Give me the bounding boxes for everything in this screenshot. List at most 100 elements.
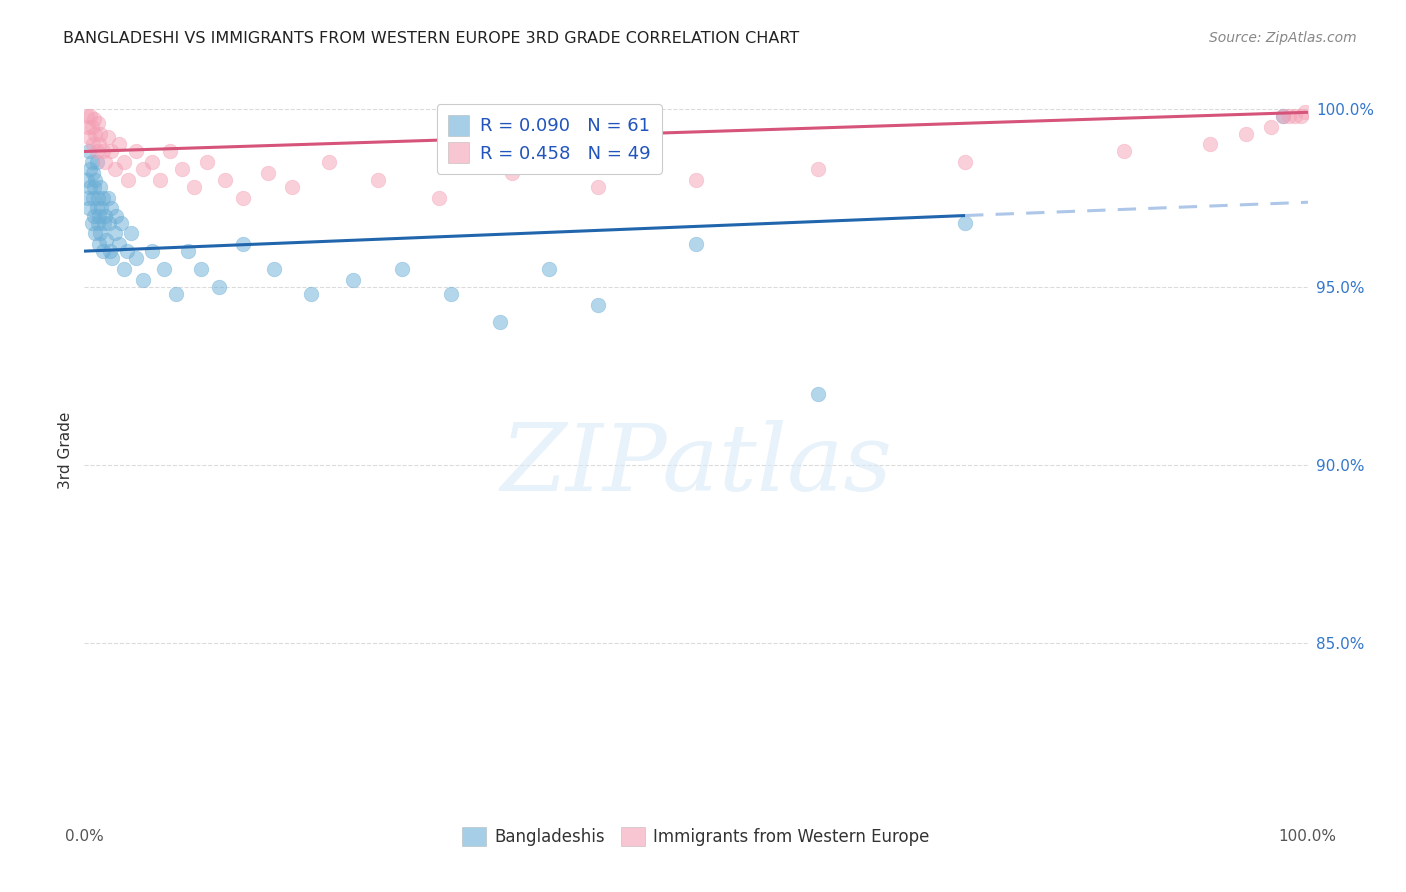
Point [141, 155, 163, 169]
Point [91, 145, 114, 159]
Point [91, 244, 114, 259]
Point [86, 202, 108, 216]
Point [87, 137, 110, 152]
Point [83, 209, 105, 223]
Point [107, 237, 129, 252]
Point [125, 252, 148, 266]
Point [183, 180, 205, 194]
Point [110, 216, 132, 230]
Point [1291, 109, 1313, 123]
Point [1236, 127, 1258, 141]
Point [80, 216, 103, 230]
Point [232, 237, 254, 252]
Point [953, 216, 976, 230]
Text: ZIPatlas: ZIPatlas [501, 420, 891, 510]
Point [79, 180, 101, 194]
Point [685, 237, 707, 252]
Point [77, 130, 100, 145]
Point [100, 145, 122, 159]
Point [807, 162, 830, 177]
Point [77, 191, 100, 205]
Point [97, 130, 120, 145]
Point [77, 145, 100, 159]
Point [1272, 109, 1295, 123]
Point [586, 297, 609, 311]
Point [257, 166, 280, 180]
Point [125, 145, 148, 159]
Point [190, 261, 212, 276]
Point [586, 180, 609, 194]
Point [84, 173, 107, 187]
Point [159, 145, 181, 159]
Point [77, 202, 100, 216]
Point [117, 173, 139, 187]
Point [112, 155, 135, 169]
Point [232, 191, 254, 205]
Point [97, 191, 120, 205]
Point [1294, 105, 1316, 120]
Point [502, 166, 524, 180]
Point [120, 227, 142, 241]
Point [89, 227, 111, 241]
Point [1284, 109, 1306, 123]
Point [82, 137, 104, 152]
Point [86, 145, 108, 159]
Point [79, 109, 101, 123]
Point [177, 244, 200, 259]
Point [132, 272, 155, 286]
Point [342, 272, 364, 286]
Point [214, 173, 236, 187]
Point [94, 155, 117, 169]
Point [76, 109, 98, 123]
Text: BANGLADESHI VS IMMIGRANTS FROM WESTERN EUROPE 3RD GRADE CORRELATION CHART: BANGLADESHI VS IMMIGRANTS FROM WESTERN E… [63, 31, 800, 46]
Point [105, 209, 128, 223]
Point [91, 191, 114, 205]
Point [208, 279, 231, 293]
Point [391, 261, 413, 276]
Point [132, 162, 155, 177]
Point [89, 127, 111, 141]
Point [79, 162, 101, 177]
Point [94, 209, 117, 223]
Point [84, 127, 107, 141]
Point [807, 386, 830, 401]
Point [115, 244, 138, 259]
Point [1278, 109, 1301, 123]
Point [195, 155, 218, 169]
Point [367, 173, 389, 187]
Point [953, 155, 976, 169]
Point [97, 216, 120, 230]
Point [89, 180, 111, 194]
Point [141, 244, 163, 259]
Point [87, 237, 110, 252]
Point [76, 173, 98, 187]
Point [82, 166, 104, 180]
Point [318, 155, 340, 169]
Point [112, 261, 135, 276]
Point [1198, 137, 1220, 152]
Point [263, 261, 285, 276]
Point [93, 216, 115, 230]
Point [685, 173, 707, 187]
Point [87, 191, 110, 205]
Point [165, 286, 187, 301]
Point [107, 137, 129, 152]
Point [86, 155, 108, 169]
Point [90, 202, 112, 216]
Point [1260, 120, 1282, 134]
Point [87, 209, 110, 223]
Point [1114, 145, 1136, 159]
Point [80, 120, 103, 134]
Point [427, 191, 450, 205]
Point [87, 216, 110, 230]
Y-axis label: 3rd Grade: 3rd Grade [58, 412, 73, 489]
Point [83, 112, 105, 127]
Point [77, 120, 100, 134]
Point [489, 315, 512, 329]
Point [440, 286, 463, 301]
Point [149, 173, 172, 187]
Point [153, 261, 176, 276]
Point [1272, 109, 1295, 123]
Point [104, 227, 127, 241]
Point [83, 180, 105, 194]
